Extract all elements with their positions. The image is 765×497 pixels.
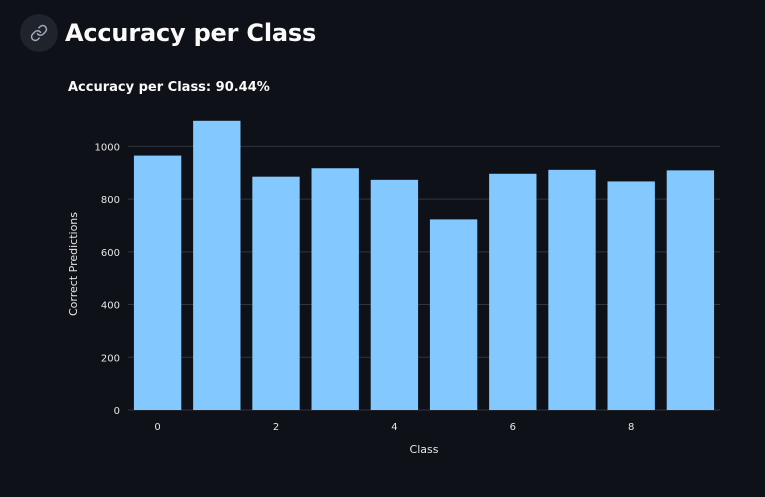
page-title: Accuracy per Class: [65, 19, 317, 47]
x-tick-label: 6: [510, 422, 516, 433]
y-axis-ticks: 0 200 400 600 800 1000: [95, 142, 120, 417]
x-axis-label: Class: [410, 443, 439, 456]
chart-title: Accuracy per Class: 90.44%: [68, 80, 270, 95]
link-icon[interactable]: [20, 14, 58, 52]
y-axis-label: Correct Predictions: [67, 212, 80, 316]
bar-class-5[interactable]: [429, 219, 478, 410]
y-tick-label: 600: [101, 248, 120, 259]
bar-class-9[interactable]: [666, 170, 715, 410]
y-tick-label: 400: [101, 301, 120, 312]
x-axis-ticks: 0 2 4 6 8: [154, 422, 634, 433]
bar-class-0[interactable]: [133, 155, 182, 410]
bars: [133, 120, 715, 411]
bar-class-2[interactable]: [252, 176, 300, 410]
y-tick-label: 800: [101, 195, 120, 206]
bar-class-4[interactable]: [370, 179, 419, 410]
x-tick-label: 8: [628, 422, 634, 433]
x-tick-label: 4: [391, 422, 397, 433]
y-tick-label: 0: [114, 406, 120, 417]
y-tick-label: 1000: [95, 142, 120, 153]
bar-class-8[interactable]: [607, 181, 655, 410]
x-tick-label: 0: [154, 422, 160, 433]
y-tick-label: 200: [101, 353, 120, 364]
bar-class-1[interactable]: [193, 120, 241, 411]
bar-class-3[interactable]: [311, 168, 359, 410]
bar-class-7[interactable]: [548, 169, 596, 410]
bar-class-6[interactable]: [489, 173, 537, 410]
link-icon-glyph: [30, 24, 48, 42]
x-tick-label: 2: [273, 422, 279, 433]
header: Accuracy per Class: [20, 14, 316, 52]
